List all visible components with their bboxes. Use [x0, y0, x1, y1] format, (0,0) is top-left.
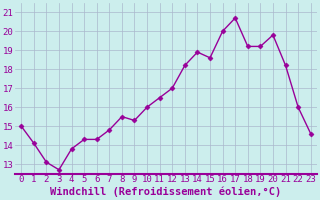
X-axis label: Windchill (Refroidissement éolien,°C): Windchill (Refroidissement éolien,°C) — [50, 187, 282, 197]
